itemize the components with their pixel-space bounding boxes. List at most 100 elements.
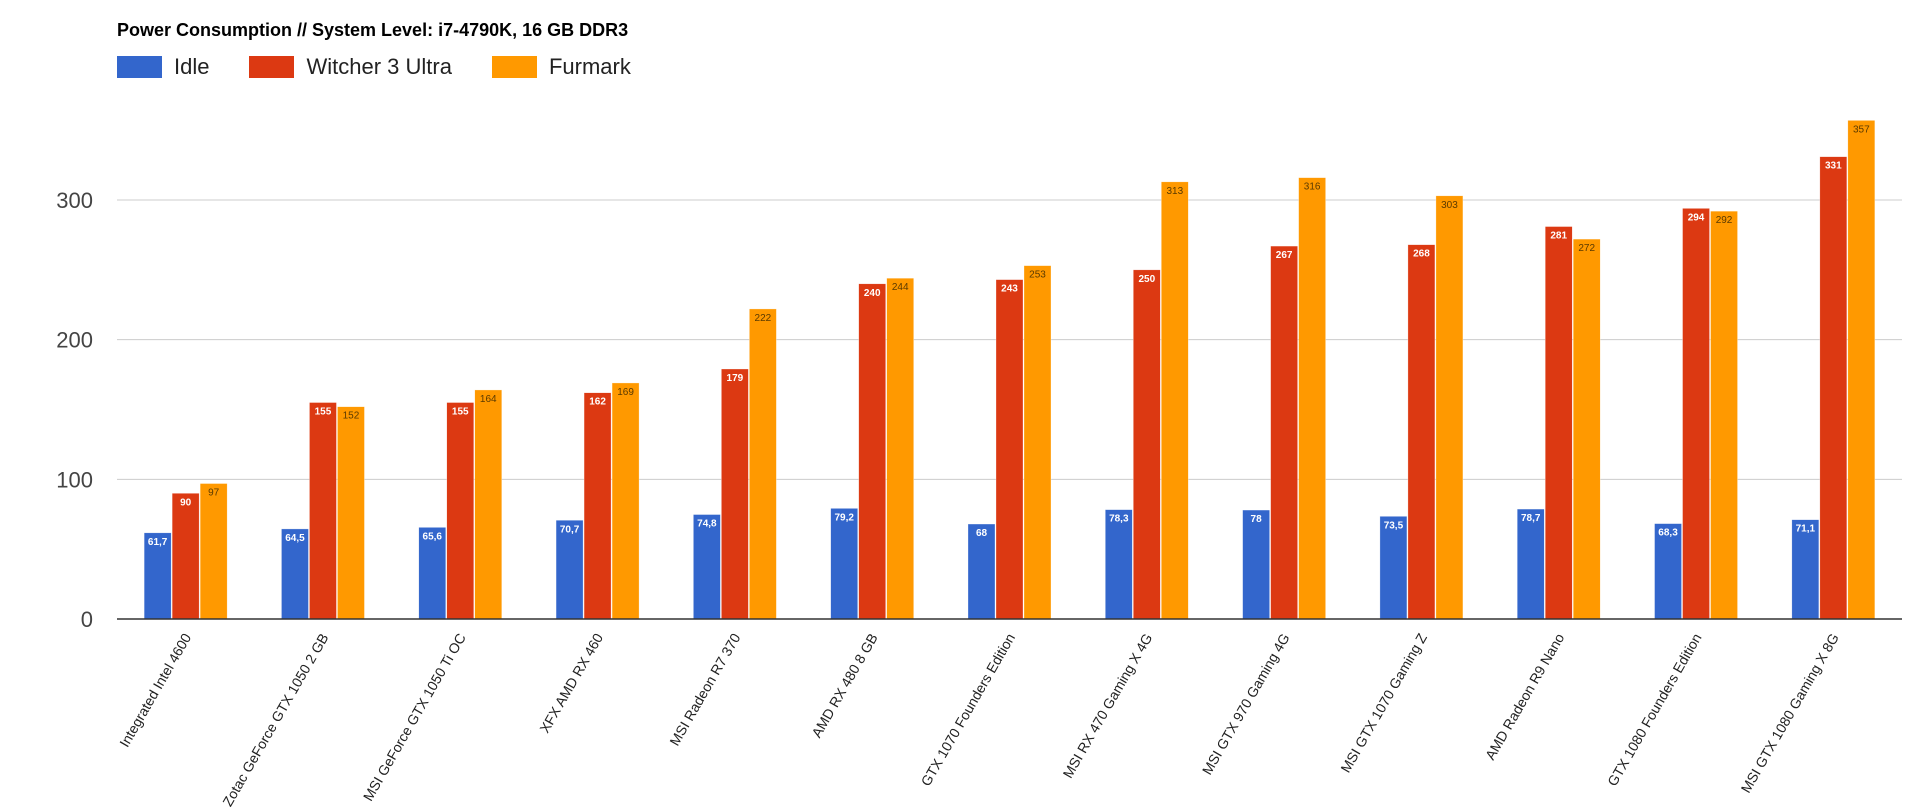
data-label-idle: 78 [1251,514,1263,525]
bar-witcher[interactable] [446,402,475,620]
bar-idle[interactable] [418,527,447,620]
legend-label-witcher: Witcher 3 Ultra [306,54,452,79]
data-label-furmark: 316 [1304,182,1321,193]
data-label-idle: 68,3 [1658,528,1678,539]
x-tick-label: XFX AMD RX 460 [536,630,606,735]
legend-swatch-idle [117,56,162,78]
bars [143,120,1876,620]
data-label-witcher: 90 [180,497,192,508]
bar-witcher[interactable] [721,368,749,620]
data-label-idle: 78,7 [1521,513,1541,524]
data-label-furmark: 272 [1578,243,1595,254]
x-tick-label: Integrated Intel 4600 [116,630,194,749]
data-label-idle: 65,6 [423,531,443,542]
chart-title: Power Consumption // System Level: i7-47… [117,20,629,40]
bar-idle[interactable] [1379,516,1408,620]
bar-witcher[interactable] [583,392,612,620]
data-label-furmark: 169 [617,387,634,398]
legend-label-furmark: Furmark [548,54,631,79]
bar-furmark[interactable] [1298,177,1326,620]
y-tick-label: 0 [81,607,93,632]
data-label-witcher: 162 [589,397,606,408]
data-label-furmark: 222 [755,313,772,324]
data-labels: 61,7 90 97 64,5 155 152 65,6 155 164 70,7 162 169 74… [148,124,1870,547]
bar-furmark[interactable] [749,308,777,620]
x-tick-label: MSI Radeon R7 370 [666,630,743,748]
bar-furmark[interactable] [474,389,503,620]
bar-idle[interactable] [1105,509,1133,620]
bar-furmark[interactable] [1161,181,1189,620]
legend-item-idle[interactable]: Idle [117,54,209,80]
data-label-witcher: 267 [1276,250,1293,261]
x-tick-label: MSI GTX 1070 Gaming Z [1337,630,1430,775]
bar-furmark[interactable] [337,406,365,620]
data-label-idle: 64,5 [285,533,305,544]
bar-witcher[interactable] [309,402,337,620]
bar-furmark[interactable] [611,382,640,620]
bar-witcher[interactable] [995,279,1024,620]
legend-swatch-furmark [491,56,537,78]
bar-witcher[interactable] [858,283,886,620]
bar-idle[interactable] [1654,523,1682,620]
bar-furmark[interactable] [1572,238,1601,620]
bar-furmark[interactable] [1710,210,1738,620]
data-label-idle: 68 [976,528,988,539]
bar-witcher[interactable] [1270,245,1298,620]
bar-idle[interactable] [693,514,721,620]
data-label-furmark: 357 [1853,124,1870,135]
data-label-furmark: 253 [1029,270,1046,281]
bar-idle[interactable] [1791,519,1820,620]
y-tick-label: 100 [56,467,93,492]
data-label-witcher: 240 [864,288,881,299]
data-label-furmark: 292 [1716,215,1733,226]
data-label-furmark: 164 [480,394,497,405]
data-label-idle: 70,7 [560,524,580,535]
bar-furmark[interactable] [886,277,914,620]
legend-swatch-witcher [249,56,295,78]
data-label-idle: 74,8 [697,519,717,530]
x-tick-label: MSI GeForce GTX 1050 Ti OC [360,631,469,804]
data-label-furmark: 303 [1441,200,1458,211]
bar-idle[interactable] [967,523,996,620]
data-label-idle: 73,5 [1384,520,1404,531]
y-axis: 0 100 200 300 [56,188,93,632]
bar-witcher[interactable] [1133,269,1161,620]
x-tick-label: MSI GTX 1080 Gaming X 8G [1737,631,1842,796]
bar-idle[interactable] [281,528,309,620]
data-label-witcher: 155 [315,407,332,418]
x-tick-label: AMD RX 480 8 GB [808,631,881,741]
data-label-furmark: 244 [892,282,909,293]
legend-item-witcher[interactable]: Witcher 3 Ultra [249,54,452,80]
bar-witcher[interactable] [1407,244,1436,620]
data-label-furmark: 313 [1166,186,1183,197]
x-tick-label: GTX 1070 Founders Edition [917,631,1018,789]
bar-furmark[interactable] [199,483,228,620]
bar-witcher[interactable] [171,493,200,620]
x-tick-label: MSI GTX 970 Gaming 4G [1199,631,1293,778]
legend: Idle Witcher 3 Ultra Furmark [117,54,671,80]
data-label-idle: 61,7 [148,537,168,548]
data-label-idle: 79,2 [834,512,854,523]
bar-furmark[interactable] [1435,195,1464,620]
bar-idle[interactable] [1242,509,1270,620]
y-tick-label: 300 [56,188,93,213]
bar-furmark[interactable] [1023,265,1052,620]
y-tick-label: 200 [56,328,93,353]
data-label-witcher: 281 [1550,231,1567,242]
data-label-idle: 71,1 [1796,524,1816,535]
bar-furmark[interactable] [1847,120,1876,620]
bar-witcher[interactable] [1544,226,1573,620]
bar-idle[interactable] [555,520,584,620]
legend-label-idle: Idle [174,54,210,79]
data-label-witcher: 179 [727,373,744,384]
bar-idle[interactable] [830,508,858,620]
bar-witcher[interactable] [1819,156,1848,620]
bar-idle[interactable] [1516,508,1545,620]
x-tick-label: Zotac GeForce GTX 1050 2 GB [219,631,331,809]
data-label-idle: 78,3 [1109,514,1129,525]
x-tick-label: GTX 1080 Founders Edition [1604,631,1705,789]
legend-item-furmark[interactable]: Furmark [491,54,631,80]
bar-witcher[interactable] [1682,208,1710,620]
data-label-witcher: 268 [1413,249,1430,260]
